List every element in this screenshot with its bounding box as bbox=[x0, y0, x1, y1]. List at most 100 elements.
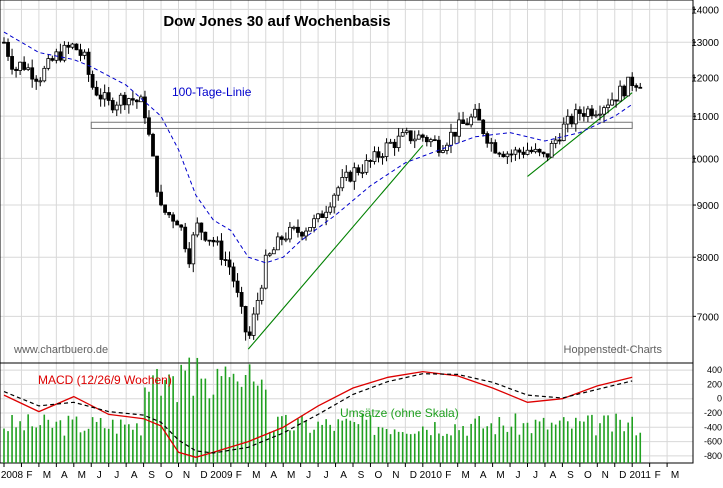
x-tick-label: J bbox=[97, 470, 102, 481]
volume-bar bbox=[506, 431, 509, 463]
volume-bar bbox=[434, 422, 436, 463]
candle-body bbox=[94, 86, 99, 96]
candle-body bbox=[328, 206, 333, 213]
candle-body bbox=[340, 177, 345, 189]
volume-bar bbox=[603, 415, 605, 463]
volume-bar bbox=[554, 424, 557, 463]
volume-bar bbox=[498, 417, 501, 463]
macd-y-tick-label: -200 bbox=[704, 408, 722, 418]
candle-body bbox=[227, 259, 232, 268]
volume-bar bbox=[240, 386, 243, 463]
x-tick-label: M bbox=[252, 470, 260, 481]
volume-bar bbox=[188, 357, 191, 463]
volume-bar bbox=[7, 431, 9, 463]
volume-bar bbox=[337, 419, 340, 463]
candle-body bbox=[296, 226, 300, 233]
x-tick-label: 2008 bbox=[1, 470, 24, 481]
x-tick-label: M bbox=[671, 470, 679, 481]
x-tick-label: S bbox=[567, 470, 574, 481]
candle-body bbox=[420, 134, 425, 138]
x-tick-label: A bbox=[480, 470, 487, 481]
x-tick-label: D bbox=[619, 470, 626, 481]
candle-body bbox=[360, 171, 365, 174]
candle-body bbox=[195, 222, 200, 236]
candle-body bbox=[396, 135, 401, 149]
candle-body bbox=[283, 238, 288, 241]
candle-body bbox=[469, 116, 474, 126]
volume-bar bbox=[192, 395, 195, 463]
candle-body bbox=[18, 61, 23, 71]
x-tick-label: M bbox=[496, 470, 504, 481]
candle-body bbox=[30, 67, 35, 80]
volume-bar bbox=[413, 433, 416, 463]
candle-body bbox=[62, 44, 67, 61]
macd-label: MACD (12/26/9 Wochen) bbox=[38, 373, 172, 387]
candle-body bbox=[90, 74, 95, 88]
volume-bar bbox=[454, 424, 456, 463]
x-tick-label: O bbox=[584, 470, 592, 481]
trendlines bbox=[247, 92, 633, 350]
volume-bar bbox=[11, 414, 13, 463]
volume-bar bbox=[220, 376, 223, 463]
volume-bar bbox=[184, 370, 187, 463]
volume-bar bbox=[373, 434, 376, 463]
volume-bar bbox=[3, 428, 5, 463]
volume-bar bbox=[35, 427, 38, 463]
volume-bar bbox=[124, 424, 126, 463]
volume-bar bbox=[160, 395, 162, 463]
volume-bar bbox=[297, 418, 299, 463]
volume-bar bbox=[208, 398, 211, 463]
candle-body bbox=[34, 78, 39, 82]
volume-bar bbox=[595, 435, 597, 463]
volume-bar bbox=[377, 426, 380, 463]
volume-bar bbox=[43, 414, 46, 463]
signal-line bbox=[3, 373, 633, 454]
candle-body bbox=[134, 99, 139, 103]
horizontal-channel bbox=[90, 121, 633, 129]
volume-bar bbox=[55, 421, 58, 463]
volume-bar bbox=[99, 417, 102, 463]
candle-body bbox=[533, 148, 538, 153]
candle-body bbox=[594, 114, 598, 117]
volume-bar bbox=[442, 435, 444, 463]
candle-body bbox=[70, 43, 75, 48]
volume-bar bbox=[31, 426, 33, 463]
x-tick-label: M bbox=[43, 470, 51, 481]
volume-bar bbox=[260, 379, 263, 463]
candle-body bbox=[255, 299, 260, 315]
x-tick-label: M bbox=[462, 470, 470, 481]
volume-bar bbox=[168, 374, 170, 463]
candle-body bbox=[199, 222, 204, 233]
volume-bar bbox=[522, 423, 525, 463]
x-tick-label: N bbox=[392, 470, 399, 481]
candle-body bbox=[424, 136, 429, 143]
volume-bar bbox=[587, 415, 589, 463]
volume-bar bbox=[518, 434, 521, 463]
volume-bar bbox=[132, 429, 134, 463]
volume-bar bbox=[474, 418, 476, 463]
volume-bar bbox=[321, 424, 323, 463]
volume-bar bbox=[39, 425, 42, 463]
x-tick-label: 2009 bbox=[210, 470, 233, 481]
candle-body bbox=[163, 204, 167, 213]
volume-bar bbox=[558, 420, 561, 463]
candle-body bbox=[509, 153, 514, 156]
price-y-ticks: 7000 8000 9000 10000 11000 12000 13000 14000 bbox=[691, 5, 719, 323]
x-tick-label: J bbox=[324, 470, 329, 481]
volume-bar bbox=[232, 373, 235, 463]
candle-body bbox=[46, 58, 51, 69]
volume-bar bbox=[397, 431, 400, 463]
candle-body bbox=[614, 99, 618, 102]
candle-body bbox=[175, 220, 180, 226]
volume-bar bbox=[325, 419, 327, 463]
x-tick-label: J bbox=[516, 470, 521, 481]
volume-bar bbox=[144, 387, 146, 463]
candle-body bbox=[259, 287, 264, 301]
x-tick-label: F bbox=[236, 470, 242, 481]
candle-body bbox=[541, 151, 546, 155]
volume-bar bbox=[550, 422, 553, 463]
volume-bar bbox=[119, 419, 122, 463]
volume-bar bbox=[63, 435, 66, 463]
volume-bar bbox=[607, 415, 609, 463]
